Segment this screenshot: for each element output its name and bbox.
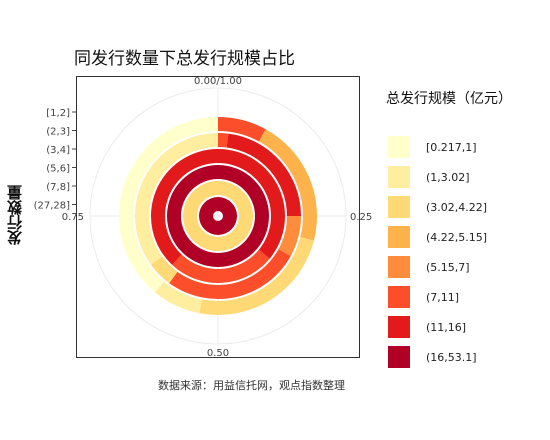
legend-swatch [388,226,410,248]
legend-label: (4.22,5.15] [426,230,488,244]
legend-label: (7,11] [426,290,460,304]
legend-item: (11,16] [388,312,487,342]
legend-item: (16,53.1] [388,342,487,372]
legend: [0.217,1] (1,3.02] (3.02,4.22] (4.22,5.15] (… [388,132,487,372]
ring-segment [151,149,218,265]
legend-swatch [388,286,410,308]
legend-swatch [388,316,410,338]
category-tick-label: (2,3] [46,127,70,138]
category-tick-label: (7,8] [46,182,70,193]
category-tick-label: (3,4] [46,145,70,156]
ring-segment [218,133,229,148]
legend-swatch [388,136,410,158]
ring-segment [150,256,178,284]
category-tick-label: (5,6] [46,164,70,175]
chart-title: 同发行数量下总发行规模占比 [74,49,295,69]
ring-segment [135,133,218,265]
legend-item: [0.217,1] [388,132,487,162]
theta-tick-label: 0.75 [62,212,84,223]
ring-segment [226,133,301,216]
ring-segment [172,249,270,283]
radial-tick-labels: [1,2] (2,3] (3,4] (5,6] (7,8] (27,28] [34,108,76,212]
legend-label: (11,16] [426,320,467,334]
ring-segment [169,249,291,299]
ring-segment [218,117,266,142]
theta-tick-label: 0.00/1.00 [194,76,242,87]
legend-item: (1,3.02] [388,162,487,192]
legend-label: (3.02,4.22] [426,200,488,214]
legend-label: (1,3.02] [426,170,470,184]
legend-item: (3.02,4.22] [388,192,487,222]
legend-title: 总发行规模（亿元） [386,91,512,107]
legend-swatch [388,196,410,218]
legend-item: (4.22,5.15] [388,222,487,252]
legend-swatch [388,256,410,278]
ring-segment [258,129,317,241]
theta-tick-labels: 0.00/1.00 0.25 0.50 0.75 [62,76,373,359]
ring-segment [183,181,253,251]
legend-swatch [388,166,410,188]
ring-segment [154,281,203,314]
category-tick-label: (27,28] [34,201,71,212]
legend-swatch [388,346,410,368]
ring-segment [199,237,314,315]
legend-item: (7,11] [388,282,487,312]
polar-bars [118,116,317,315]
ring-segment [118,116,218,293]
legend-label: (5.15,7] [426,260,470,274]
legend-label: [0.217,1] [426,140,477,154]
legend-label: (16,53.1] [426,350,477,364]
category-tick-label: [1,2] [46,108,70,119]
theta-tick-label: 0.25 [350,212,372,223]
ring-segment [199,197,237,235]
theta-tick-label: 0.50 [207,348,229,359]
legend-item: (5.15,7] [388,252,487,282]
source-caption: 数据来源：用益信托网，观点指数整理 [158,379,345,392]
ring-segment [218,149,285,259]
ring-segment [278,216,301,256]
